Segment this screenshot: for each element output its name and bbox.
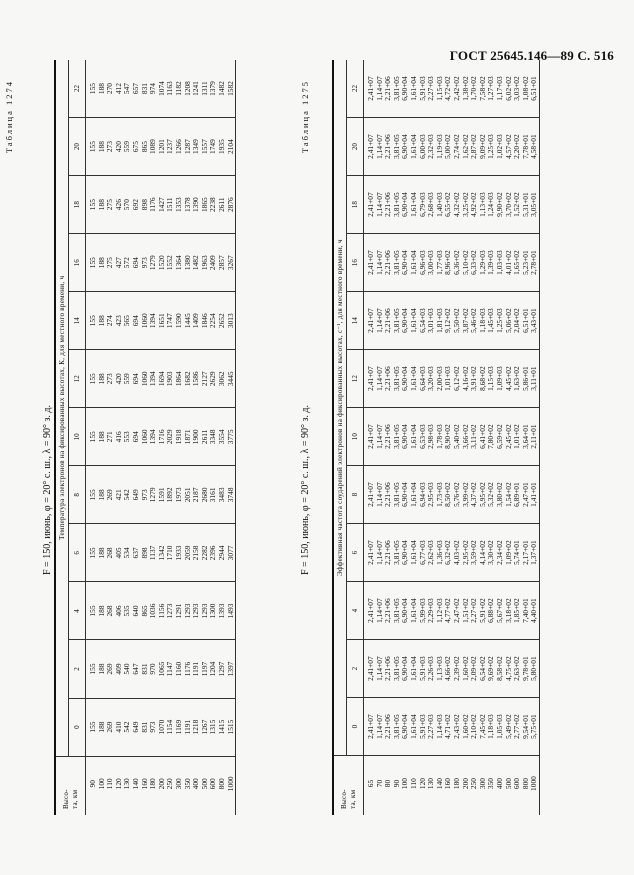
- value-column: 2,41+07 1,14+07 2,21+06 3,81+05 6,90+04 …: [363, 639, 540, 698]
- altitude-header: Высо- та, км: [55, 756, 86, 815]
- table-title: F = 150, июнь, φ = 20° с. ш., λ = 90° з.…: [42, 404, 53, 575]
- hour-header: 18: [68, 175, 86, 234]
- value-column: 2,41+07 1,14+07 2,21+06 3,81+05 6,90+04 …: [363, 349, 540, 408]
- data-table: Высо- та, км Эффективная частота соударен…: [332, 60, 540, 815]
- value-column: 2,41+07 1,14+07 2,21+06 3,81+05 6,90+04 …: [363, 60, 540, 118]
- value-column: 2,41+07 1,14+07 2,21+06 3,81+05 6,90+04 …: [363, 465, 540, 524]
- value-column: 155 188 269 410 542 649 831 973 1070 115…: [85, 698, 236, 757]
- value-column: 2,41+07 1,14+07 2,21+06 3,81+05 6,90+04 …: [363, 523, 540, 582]
- value-column: 2,41+07 1,14+07 2,21+06 3,81+05 6,90+04 …: [363, 117, 540, 176]
- hour-header: 16: [68, 233, 86, 292]
- hour-header: 20: [346, 117, 364, 176]
- value-column: 155 188 269 409 540 647 831 970 1065 114…: [85, 639, 236, 699]
- data-table-1275: Высо- та, км Эффективная частота соударен…: [332, 60, 540, 815]
- hour-header: 18: [346, 175, 364, 234]
- hour-header: 20: [68, 117, 86, 176]
- value-column: 155 188 268 405 534 637 898 1137 1342 17…: [85, 523, 236, 582]
- hour-header: 8: [346, 465, 364, 524]
- hour-header: 10: [68, 407, 86, 466]
- table-1275-block: Таблица 1275 F = 150, июнь, φ = 20° с. ш…: [300, 60, 634, 875]
- hour-header: 4: [68, 581, 86, 640]
- rotated-page-content: Таблица 1274 F = 150, июнь, φ = 20° с. ш…: [0, 60, 634, 875]
- value-column: 155 188 275 426 570 692 898 1176 1427 15…: [85, 175, 236, 234]
- hour-header: 10: [346, 407, 364, 466]
- value-column: 2,41+07 1,14+07 2,21+06 3,81+05 6,90+04 …: [363, 697, 540, 756]
- value-column: 2,41+07 1,14+07 2,21+06 3,81+05 6,90+04 …: [363, 407, 540, 466]
- page-header: ГОСТ 25645.146—89 С. 516: [449, 48, 614, 63]
- table-title: F = 150, июнь, φ = 20° с. ш., λ = 90° з.…: [300, 404, 311, 575]
- data-table: Высо- та, км Температура электронов на фи…: [54, 60, 236, 815]
- hour-header: 14: [346, 291, 364, 350]
- value-column: 2,41+07 1,14+07 2,21+06 3,81+05 6,90+04 …: [363, 175, 540, 234]
- value-column: 155 188 269 421 542 649 973 1279 1591 18…: [85, 465, 236, 524]
- hour-header: 14: [68, 291, 86, 350]
- hour-header: 2: [68, 639, 86, 699]
- table-1274-block: Таблица 1274 F = 150, июнь, φ = 20° с. ш…: [0, 60, 300, 875]
- altitude-header: Высо- та, км: [333, 755, 364, 815]
- hour-header: 4: [346, 581, 364, 640]
- value-column: 2,41+07 1,14+07 2,21+06 3,81+05 6,90+04 …: [363, 581, 540, 640]
- hour-header: 2: [346, 639, 364, 698]
- hour-header: 6: [68, 523, 86, 582]
- value-column: 155 188 273 420 559 694 1060 1394 1694 1…: [85, 349, 236, 408]
- value-column: 155 188 275 427 572 694 973 1279 1520 15…: [85, 233, 236, 292]
- altitude-column: 65 70 80 90 100 110 120 130 140 160 180 …: [363, 755, 540, 815]
- data-table-1274: Высо- та, км Температура электронов на фи…: [54, 60, 236, 815]
- header-group: Эффективная частота соударений электроно…: [333, 60, 347, 756]
- value-column: 155 188 271 416 553 694 1060 1394 1716 2…: [85, 407, 236, 466]
- table-caption: Таблица 1274: [4, 80, 14, 154]
- hour-header: 16: [346, 233, 364, 292]
- hour-header: 12: [346, 349, 364, 408]
- hour-header: 0: [346, 697, 364, 756]
- table-caption: Таблица 1275: [300, 80, 310, 154]
- value-column: 155 188 268 406 535 640 865 1036 1156 12…: [85, 581, 236, 640]
- altitude-column: 90 100 110 120 130 140 160 180 200 250 3…: [85, 756, 236, 815]
- hour-header: 22: [68, 60, 86, 118]
- value-column: 2,41+07 1,14+07 2,21+06 3,81+05 6,90+04 …: [363, 233, 540, 292]
- value-column: 155 188 273 420 559 675 865 1089 1201 12…: [85, 117, 236, 176]
- value-column: 155 188 274 423 565 694 1060 1394 1651 1…: [85, 291, 236, 350]
- hour-header: 22: [346, 60, 364, 118]
- hour-header: 6: [346, 523, 364, 582]
- value-column: 2,41+07 1,14+07 2,21+06 3,81+05 6,90+04 …: [363, 291, 540, 350]
- hour-header: 12: [68, 349, 86, 408]
- header-group: Температура электронов на фиксированных …: [55, 60, 69, 757]
- value-column: 155 188 270 412 547 657 831 974 1074 116…: [85, 60, 236, 118]
- hour-header: 8: [68, 465, 86, 524]
- hour-header: 0: [68, 698, 86, 757]
